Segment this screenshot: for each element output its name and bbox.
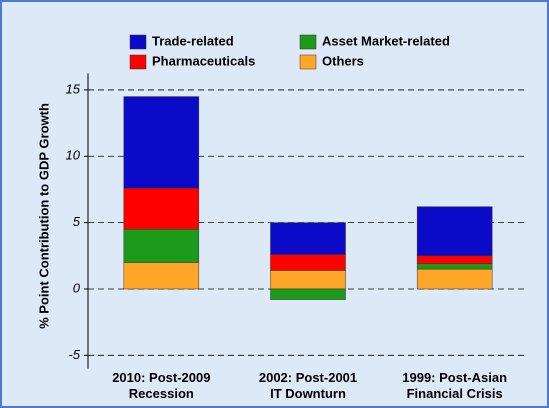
legend-label: Others [322,53,364,68]
legend-swatch [299,54,317,70]
y-tick-label: 15 [66,81,81,96]
bar-segment [416,206,493,257]
bar-segment [270,254,346,271]
y-tick-label: -5 [68,347,80,362]
y-tick-label: 5 [73,214,81,229]
legend-swatch [299,34,317,50]
legend-label: Pharmaceuticals [152,53,255,68]
y-tick-label: 0 [73,280,81,295]
bar-segment [123,96,200,189]
bar-segment [270,288,346,300]
legend-swatch [129,34,147,50]
bar-segment [270,222,346,255]
bar-segment [123,262,200,290]
bar-segment [416,255,493,265]
x-tick-label: 2002: Post-2001 IT Downturn [258,370,358,401]
x-tick-label: 1999: Post-Asian Financial Crisis [402,370,508,401]
bar-segment [123,229,200,263]
legend-label: Asset Market-related [322,33,450,48]
legend-label: Trade-related [152,33,234,48]
legend-swatch [129,54,147,70]
x-tick-label: 2010: Post-2009 Recession [112,370,211,401]
bar-segment [416,268,493,290]
bar-segment [416,263,493,270]
y-tick-label: 10 [66,148,81,163]
bar-segment [270,270,346,290]
y-axis-label: % Point Contribution to GDP Growth [36,103,51,329]
bar-segment [123,187,200,230]
